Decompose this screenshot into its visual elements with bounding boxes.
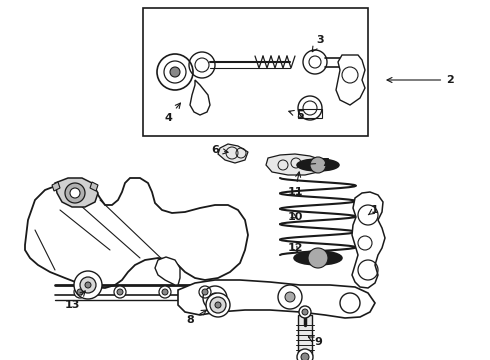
Circle shape xyxy=(215,302,221,308)
Text: 10: 10 xyxy=(287,212,303,222)
Text: 2: 2 xyxy=(387,75,454,85)
Circle shape xyxy=(159,286,171,298)
Bar xyxy=(143,8,368,136)
Circle shape xyxy=(210,297,226,313)
Text: 1: 1 xyxy=(368,205,379,215)
Circle shape xyxy=(65,183,85,203)
Text: 9: 9 xyxy=(308,337,322,347)
Text: 12: 12 xyxy=(287,243,303,253)
Polygon shape xyxy=(55,178,98,207)
Text: 11: 11 xyxy=(287,172,303,197)
Polygon shape xyxy=(266,154,325,175)
Polygon shape xyxy=(178,280,375,318)
Text: 8: 8 xyxy=(186,310,207,325)
Circle shape xyxy=(308,248,328,268)
Circle shape xyxy=(202,289,208,295)
Circle shape xyxy=(285,292,295,302)
Circle shape xyxy=(210,293,220,303)
Circle shape xyxy=(114,286,126,298)
Text: 5: 5 xyxy=(289,110,304,120)
Text: 6: 6 xyxy=(211,145,228,155)
Circle shape xyxy=(310,157,326,173)
Polygon shape xyxy=(52,182,60,191)
Polygon shape xyxy=(90,182,98,191)
Circle shape xyxy=(206,293,230,317)
Bar xyxy=(298,315,312,355)
Text: 13: 13 xyxy=(64,291,85,310)
Circle shape xyxy=(80,277,96,293)
Circle shape xyxy=(301,353,309,360)
Text: 4: 4 xyxy=(164,103,180,123)
Circle shape xyxy=(302,309,308,315)
Ellipse shape xyxy=(304,162,332,168)
Circle shape xyxy=(199,286,211,298)
Polygon shape xyxy=(155,257,180,285)
Polygon shape xyxy=(218,144,248,163)
Circle shape xyxy=(170,67,180,77)
Polygon shape xyxy=(336,55,365,105)
Polygon shape xyxy=(352,192,385,288)
Circle shape xyxy=(299,306,311,318)
Bar xyxy=(298,109,322,118)
Circle shape xyxy=(85,282,91,288)
Ellipse shape xyxy=(294,251,342,265)
Circle shape xyxy=(162,289,168,295)
Ellipse shape xyxy=(301,253,335,262)
Text: 7: 7 xyxy=(300,158,329,168)
Text: 3: 3 xyxy=(312,35,324,51)
Circle shape xyxy=(77,289,83,295)
Circle shape xyxy=(70,188,80,198)
Circle shape xyxy=(74,271,102,299)
Circle shape xyxy=(74,286,86,298)
Ellipse shape xyxy=(297,159,339,171)
Circle shape xyxy=(117,289,123,295)
Circle shape xyxy=(297,349,313,360)
Polygon shape xyxy=(190,80,210,115)
Polygon shape xyxy=(25,178,248,288)
